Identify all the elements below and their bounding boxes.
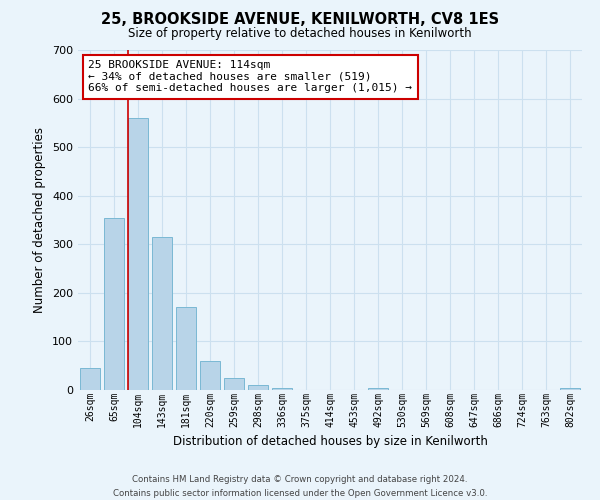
Text: Contains HM Land Registry data © Crown copyright and database right 2024.
Contai: Contains HM Land Registry data © Crown c…	[113, 476, 487, 498]
Bar	[128, 118, 148, 390]
Bar	[176, 308, 196, 390]
Bar	[272, 388, 292, 390]
Bar	[248, 385, 268, 390]
Bar	[560, 388, 580, 390]
Text: Size of property relative to detached houses in Kenilworth: Size of property relative to detached ho…	[128, 28, 472, 40]
Text: 25, BROOKSIDE AVENUE, KENILWORTH, CV8 1ES: 25, BROOKSIDE AVENUE, KENILWORTH, CV8 1E…	[101, 12, 499, 28]
Y-axis label: Number of detached properties: Number of detached properties	[34, 127, 46, 313]
Bar	[368, 388, 388, 390]
Bar	[152, 237, 172, 390]
Bar	[104, 218, 124, 390]
Bar	[200, 361, 220, 390]
Text: 25 BROOKSIDE AVENUE: 114sqm
← 34% of detached houses are smaller (519)
66% of se: 25 BROOKSIDE AVENUE: 114sqm ← 34% of det…	[88, 60, 412, 94]
Bar	[80, 368, 100, 390]
Bar	[224, 378, 244, 390]
X-axis label: Distribution of detached houses by size in Kenilworth: Distribution of detached houses by size …	[173, 435, 487, 448]
